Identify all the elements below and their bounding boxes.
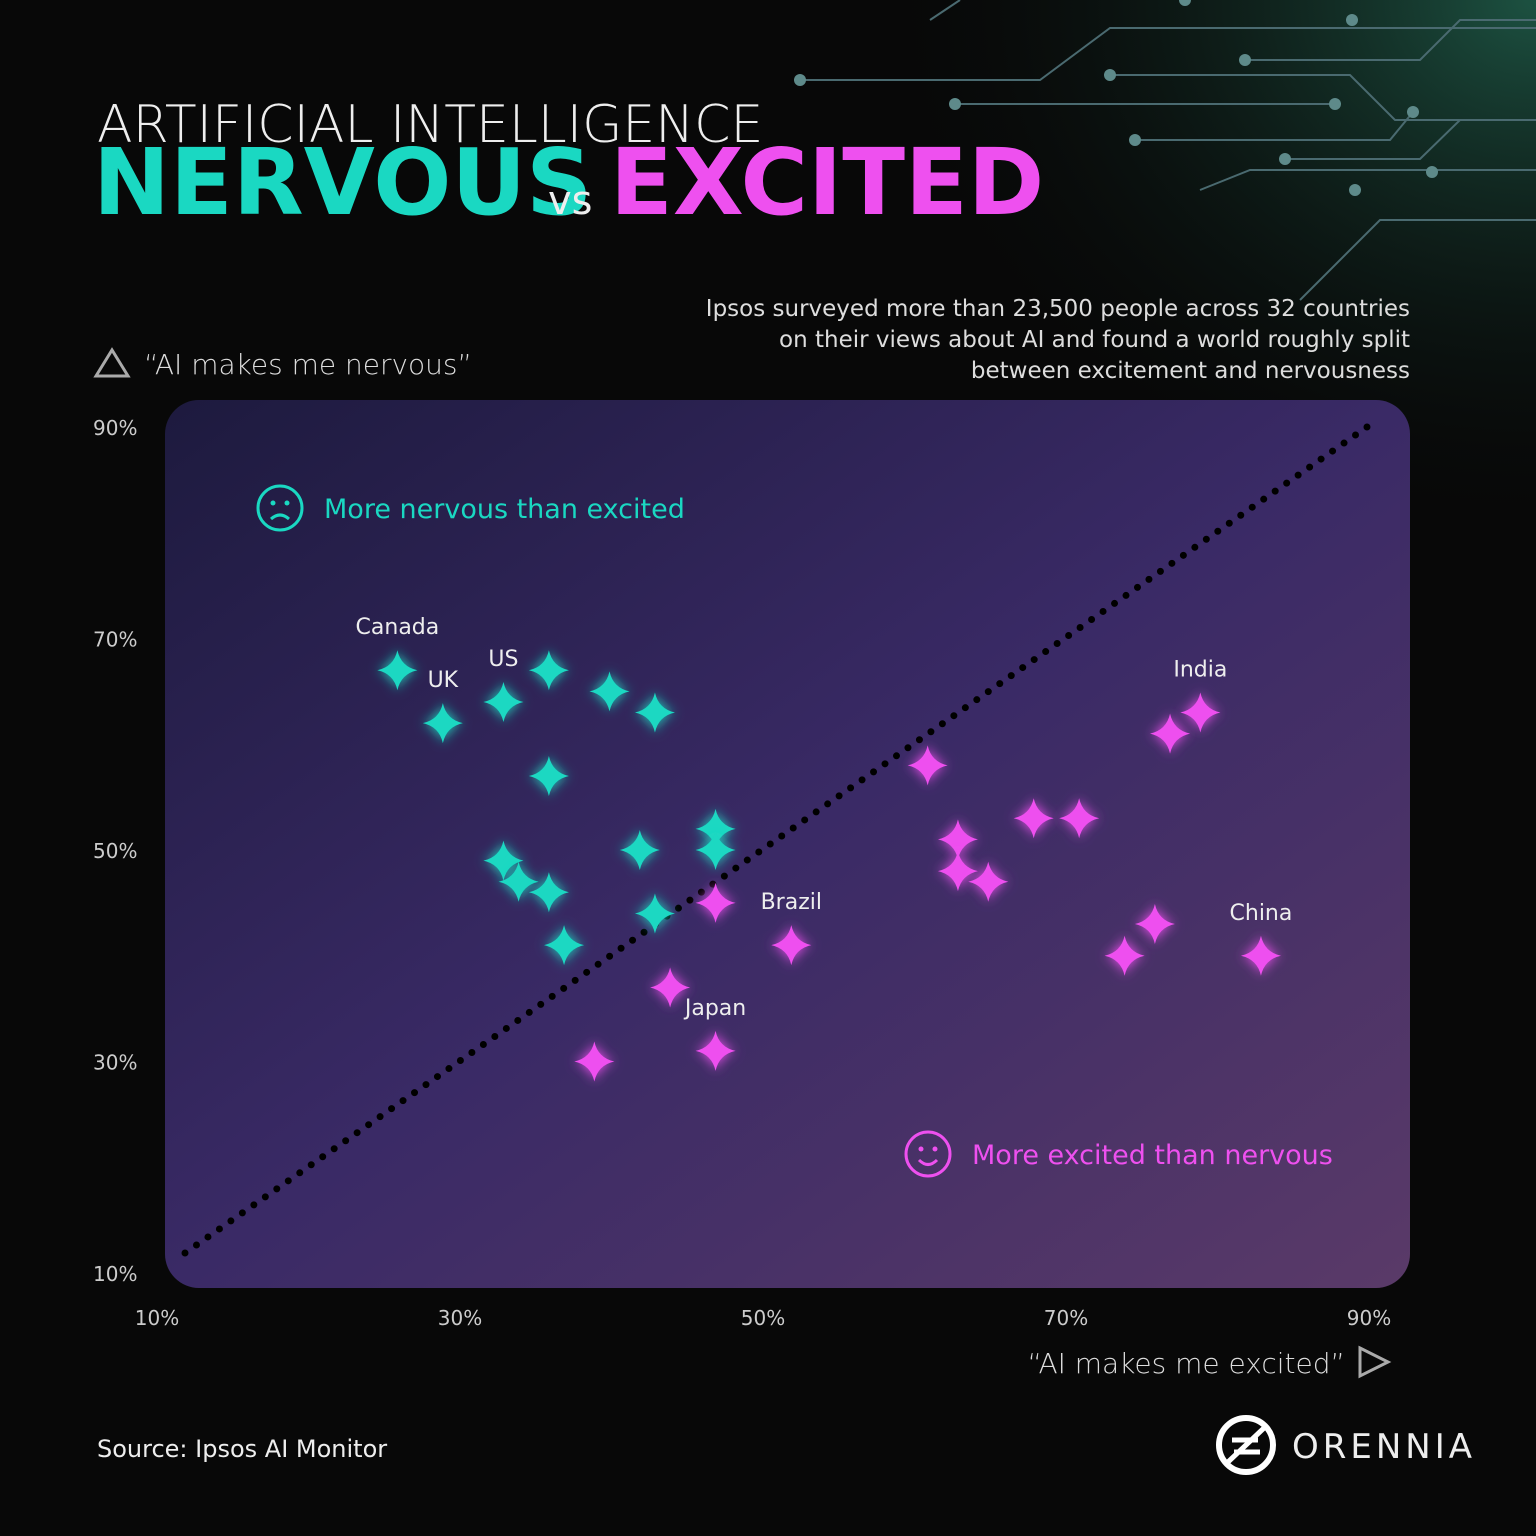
x-tick-label: 70% bbox=[1044, 1306, 1088, 1330]
star-point bbox=[1059, 798, 1100, 839]
subtitle: Ipsos surveyed more than 23,500 people a… bbox=[705, 296, 1410, 384]
star-point bbox=[650, 967, 691, 1008]
point-label: India bbox=[1173, 658, 1227, 683]
star-point bbox=[483, 681, 524, 722]
legend-eye bbox=[270, 500, 276, 506]
title: ARTIFICIAL INTELLIGENCE bbox=[97, 95, 763, 155]
brand-logo bbox=[1216, 1415, 1276, 1475]
legend-face bbox=[904, 1130, 952, 1178]
star-point bbox=[528, 650, 569, 691]
star-point bbox=[483, 840, 524, 881]
star-point bbox=[1240, 935, 1281, 976]
legend-eye bbox=[918, 1146, 924, 1152]
x-tick-label: 30% bbox=[438, 1306, 482, 1330]
point-label: Canada bbox=[356, 615, 440, 640]
point-label: China bbox=[1230, 901, 1293, 926]
headline-nervous: NERVOUS bbox=[93, 129, 592, 236]
star-point bbox=[695, 1030, 736, 1071]
legend-face bbox=[256, 484, 304, 532]
y-tick-label: 10% bbox=[93, 1262, 137, 1286]
legend-label: More nervous than excited bbox=[324, 494, 685, 525]
x-tick-label: 90% bbox=[1347, 1306, 1391, 1330]
plot-panel bbox=[165, 400, 1410, 1288]
star-point bbox=[1180, 692, 1221, 733]
legend-icon bbox=[256, 484, 304, 532]
headline-vs: vs bbox=[548, 178, 593, 224]
x-axis-icon bbox=[1358, 1345, 1392, 1379]
parity-line bbox=[181, 423, 1371, 1257]
point-label: US bbox=[488, 647, 518, 672]
star-point bbox=[574, 1041, 615, 1082]
source: Source: Ipsos AI Monitor bbox=[97, 1435, 387, 1463]
legend-label: More excited than nervous bbox=[972, 1140, 1333, 1171]
legend-eye bbox=[932, 1146, 938, 1152]
y-tick-label: 30% bbox=[93, 1051, 137, 1075]
star-point bbox=[771, 925, 812, 966]
star-point bbox=[1150, 713, 1191, 754]
star-point bbox=[1134, 904, 1175, 945]
point-label: Japan bbox=[683, 996, 746, 1021]
x-axis-label: “AI makes me excited” bbox=[1028, 1347, 1345, 1380]
star-point bbox=[937, 819, 978, 860]
star-point bbox=[1013, 798, 1054, 839]
x-tick-label: 10% bbox=[135, 1306, 179, 1330]
star-point bbox=[377, 650, 418, 691]
brand: ORENNIA bbox=[1292, 1427, 1476, 1467]
star-point bbox=[907, 745, 948, 786]
star-point bbox=[634, 893, 675, 934]
circuit-decoration bbox=[800, 0, 1536, 301]
star-point bbox=[528, 872, 569, 913]
point-label: Brazil bbox=[761, 890, 822, 915]
star-point bbox=[695, 882, 736, 923]
star-point bbox=[619, 830, 660, 870]
legend-mouth bbox=[270, 513, 290, 521]
headline-excited: EXCITED bbox=[610, 129, 1044, 236]
legend-mouth bbox=[917, 1158, 939, 1166]
x-tick-label: 50% bbox=[741, 1306, 785, 1330]
legend-eye bbox=[284, 500, 290, 506]
star-point bbox=[1104, 935, 1145, 976]
circuit-dots bbox=[794, 0, 1438, 196]
star-point bbox=[422, 703, 463, 744]
star-point bbox=[544, 925, 585, 966]
star-point bbox=[589, 671, 630, 712]
star-point bbox=[968, 861, 1009, 902]
point-label: UK bbox=[428, 668, 459, 693]
y-axis-icon bbox=[93, 347, 131, 378]
star-point bbox=[695, 808, 736, 849]
star-point bbox=[695, 830, 736, 870]
star-point bbox=[528, 755, 569, 796]
y-tick-label: 50% bbox=[93, 839, 137, 863]
star-point bbox=[498, 861, 539, 902]
star-point bbox=[937, 851, 978, 892]
y-tick-label: 70% bbox=[93, 628, 137, 652]
y-axis-label: “AI makes me nervous” bbox=[144, 348, 472, 381]
y-tick-label: 90% bbox=[93, 416, 137, 440]
star-point bbox=[634, 692, 675, 733]
legend-icon bbox=[904, 1130, 952, 1178]
